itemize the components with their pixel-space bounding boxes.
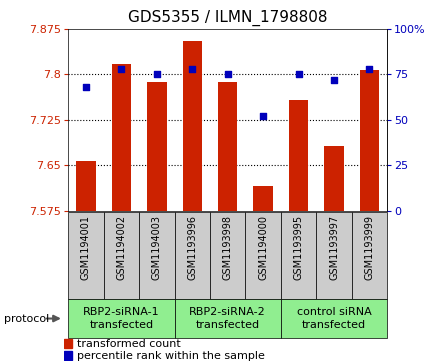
Text: GSM1193998: GSM1193998 — [223, 215, 233, 280]
Point — [118, 66, 125, 72]
Bar — [104, 212, 139, 299]
Title: GDS5355 / ILMN_1798808: GDS5355 / ILMN_1798808 — [128, 10, 327, 26]
Bar — [68, 299, 175, 338]
Text: GSM1193999: GSM1193999 — [364, 215, 374, 280]
Point — [82, 84, 89, 90]
Bar — [324, 146, 344, 211]
Bar — [175, 212, 210, 299]
Text: GSM1194000: GSM1194000 — [258, 215, 268, 280]
Bar — [139, 212, 175, 299]
Bar — [281, 212, 316, 299]
Bar — [64, 339, 72, 348]
Text: GSM1194002: GSM1194002 — [116, 215, 126, 280]
Bar — [218, 82, 238, 211]
Text: RBP2-siRNA-2
transfected: RBP2-siRNA-2 transfected — [189, 307, 266, 330]
Point — [260, 113, 267, 119]
Bar — [360, 70, 379, 211]
Bar — [76, 161, 95, 211]
Point — [295, 72, 302, 77]
Bar — [68, 212, 104, 299]
Text: GSM1193995: GSM1193995 — [293, 215, 304, 280]
Point — [330, 77, 337, 83]
Bar — [289, 101, 308, 211]
Bar — [246, 212, 281, 299]
Bar — [64, 351, 72, 360]
Bar — [253, 186, 273, 211]
Bar — [210, 212, 246, 299]
Bar — [183, 41, 202, 211]
Text: GSM1193996: GSM1193996 — [187, 215, 197, 280]
Text: control siRNA
transfected: control siRNA transfected — [297, 307, 371, 330]
Text: RBP2-siRNA-1
transfected: RBP2-siRNA-1 transfected — [83, 307, 160, 330]
Bar — [112, 64, 131, 211]
Text: GSM1193997: GSM1193997 — [329, 215, 339, 280]
Text: GSM1194003: GSM1194003 — [152, 215, 162, 280]
Point — [366, 66, 373, 72]
Text: transformed count: transformed count — [77, 339, 180, 349]
Point — [189, 66, 196, 72]
Bar — [175, 299, 281, 338]
Bar — [281, 299, 387, 338]
Text: protocol: protocol — [4, 314, 50, 323]
Text: percentile rank within the sample: percentile rank within the sample — [77, 351, 264, 360]
Text: GSM1194001: GSM1194001 — [81, 215, 91, 280]
Point — [153, 72, 160, 77]
Point — [224, 72, 231, 77]
Bar — [352, 212, 387, 299]
Bar — [316, 212, 352, 299]
Bar — [147, 82, 167, 211]
